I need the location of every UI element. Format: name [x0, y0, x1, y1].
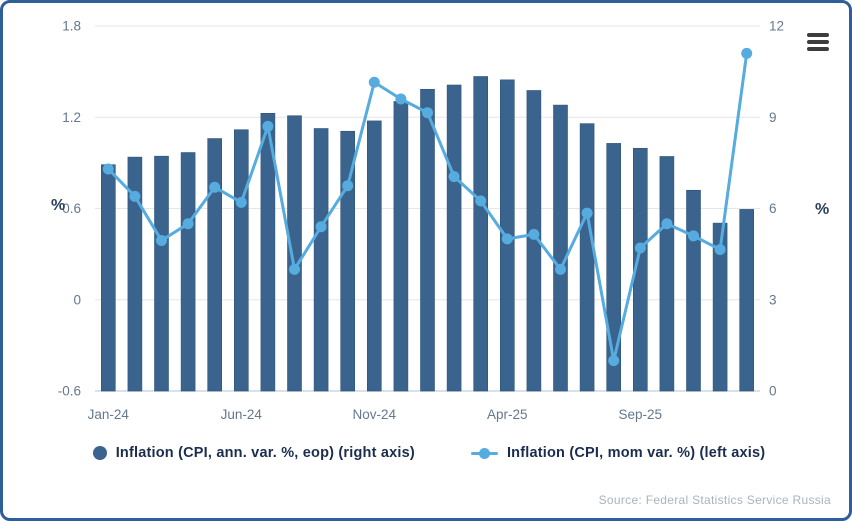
bar-Jan-26[interactable] [739, 209, 755, 392]
line-point-Jan-25[interactable] [422, 107, 433, 119]
bar-Feb-25[interactable] [446, 84, 462, 392]
left-axis-title: % [51, 197, 66, 214]
right-axis-tick: 9 [769, 110, 777, 125]
right-axis-title: % [815, 201, 830, 218]
bar-Apr-24[interactable] [180, 152, 196, 392]
bar-Jun-24[interactable] [234, 129, 249, 392]
bar-Jun-25[interactable] [553, 104, 568, 392]
legend-item-annual-cpi[interactable]: Inflation (CPI, ann. var. %, eop) (right… [92, 445, 415, 461]
left-axis-tick: 1.8 [62, 19, 81, 34]
line-point-Feb-25[interactable] [448, 171, 460, 183]
bar-Dec-24[interactable] [393, 101, 409, 392]
x-axis-tick: Apr-25 [487, 407, 528, 422]
bar-Sep-24[interactable] [313, 128, 329, 392]
circle-marker-icon [92, 446, 107, 460]
bar-Oct-24[interactable] [340, 130, 356, 392]
bar-Oct-25[interactable] [659, 156, 675, 392]
x-axis-tick: Jun-24 [221, 407, 263, 422]
bar-May-25[interactable] [526, 90, 542, 392]
line-point-Dec-25[interactable] [714, 244, 726, 256]
bar-Mar-24[interactable] [154, 155, 169, 392]
bar-Dec-25[interactable] [712, 222, 728, 392]
line-point-Oct-24[interactable] [342, 180, 354, 192]
hamburger-bar [807, 33, 829, 37]
line-point-Nov-25[interactable] [688, 230, 699, 242]
line-point-Dec-24[interactable] [395, 93, 407, 105]
bar-Jan-24[interactable] [101, 164, 116, 392]
line-point-May-24[interactable] [209, 181, 221, 193]
bar-Aug-25[interactable] [606, 143, 622, 392]
line-point-Mar-25[interactable] [475, 195, 487, 207]
left-axis-tick: -0.6 [58, 384, 81, 399]
left-axis-tick: 0.6 [62, 201, 81, 216]
left-axis-tick: 0 [73, 292, 81, 307]
bar-Feb-24[interactable] [127, 156, 143, 392]
bar-Nov-24[interactable] [366, 120, 382, 392]
line-point-Apr-24[interactable] [182, 218, 194, 230]
line-point-Sep-25[interactable] [634, 242, 646, 254]
hamburger-menu-icon[interactable] [807, 33, 829, 51]
line-point-Jun-24[interactable] [235, 196, 247, 208]
line-point-Apr-25[interactable] [501, 233, 513, 245]
line-dot-marker-icon [470, 447, 498, 459]
right-axis-tick: 12 [769, 19, 784, 34]
hamburger-bar [807, 47, 829, 51]
line-point-Aug-24[interactable] [289, 263, 300, 275]
left-axis-tick: 1.2 [62, 110, 81, 125]
bar-May-24[interactable] [207, 138, 222, 392]
legend-item-mom-cpi[interactable]: Inflation (CPI, mom var. %) (left axis) [470, 445, 766, 461]
bar-Nov-25[interactable] [686, 189, 701, 392]
bar-Jan-25[interactable] [420, 88, 435, 392]
line-point-Oct-25[interactable] [661, 218, 673, 230]
line-point-Mar-24[interactable] [156, 234, 167, 246]
legend: Inflation (CPI, ann. var. %, eop) (right… [3, 445, 849, 461]
x-axis-tick: Jan-24 [88, 407, 130, 422]
line-point-Aug-25[interactable] [608, 355, 620, 367]
bar-Aug-24[interactable] [287, 115, 302, 392]
inflation-chart: 12 1.8 9 1.2 6 0.6 3 0 0 -0.6 Jan-24 Jun-24 Nov-24 Ap… [58, 19, 784, 423]
line-point-Jul-24[interactable] [262, 120, 274, 132]
line-point-Sep-24[interactable] [315, 221, 327, 233]
right-axis-tick: 0 [769, 384, 777, 399]
source-credit: Source: Federal Statistics Service Russi… [598, 493, 831, 507]
line-point-Feb-24[interactable] [129, 190, 141, 202]
right-axis-tick: 6 [769, 201, 777, 216]
line-point-Jan-26[interactable] [741, 47, 753, 59]
x-axis-tick: Sep-25 [619, 407, 663, 422]
line-point-Jan-24[interactable] [102, 163, 114, 175]
bar-Jul-24[interactable] [260, 112, 276, 392]
bar-Sep-25[interactable] [632, 147, 648, 392]
line-point-May-25[interactable] [528, 228, 540, 240]
bar-Mar-25[interactable] [473, 76, 489, 392]
plot-area: 12 1.8 9 1.2 6 0.6 3 0 0 -0.6 Jan-24 Jun-24 Nov-24 Ap… [3, 3, 849, 433]
bar-Jul-25[interactable] [579, 123, 595, 392]
hamburger-bar [807, 40, 829, 44]
line-point-Nov-24[interactable] [368, 76, 380, 88]
legend-label: Inflation (CPI, ann. var. %, eop) (right… [115, 445, 415, 461]
x-axis-tick: Nov-24 [353, 407, 397, 422]
right-axis-tick: 3 [769, 292, 777, 307]
line-point-Jul-25[interactable] [581, 207, 593, 219]
legend-label: Inflation (CPI, mom var. %) (left axis) [506, 445, 766, 461]
line-point-Jun-25[interactable] [555, 263, 566, 275]
